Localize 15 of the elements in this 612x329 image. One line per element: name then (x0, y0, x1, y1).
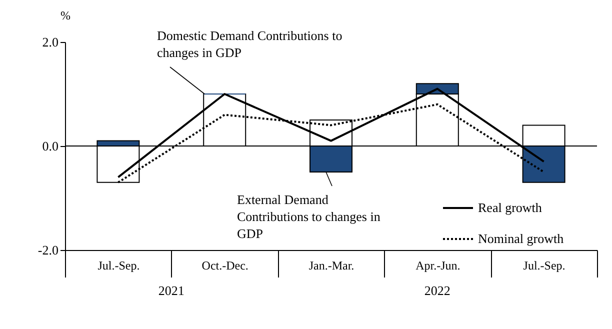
x-tick-label: Apr.-Jun. (416, 258, 460, 272)
legend-label: Nominal growth (478, 231, 564, 246)
legend-label: Real growth (478, 200, 542, 215)
y-axis-title: % (60, 8, 70, 22)
y-tick-label: -2.0 (38, 242, 58, 258)
x-tick-label: Jan.-Mar. (308, 258, 354, 272)
y-tick-label: 0.0 (42, 138, 58, 154)
x-tick-label: Jul.-Sep. (523, 258, 566, 272)
text: 2022 (424, 283, 450, 298)
annotation: Domestic Demand Contributions to changes in GDP (157, 28, 342, 60)
annotation: External Demand Contributions to changes in GDP (237, 192, 381, 241)
x-tick-label: Jul.-Sep. (98, 258, 140, 272)
text: 2021 (158, 283, 184, 298)
y-tick-label: 2.0 (42, 34, 58, 50)
x-tick-label: Oct.-Dec. (202, 258, 248, 272)
